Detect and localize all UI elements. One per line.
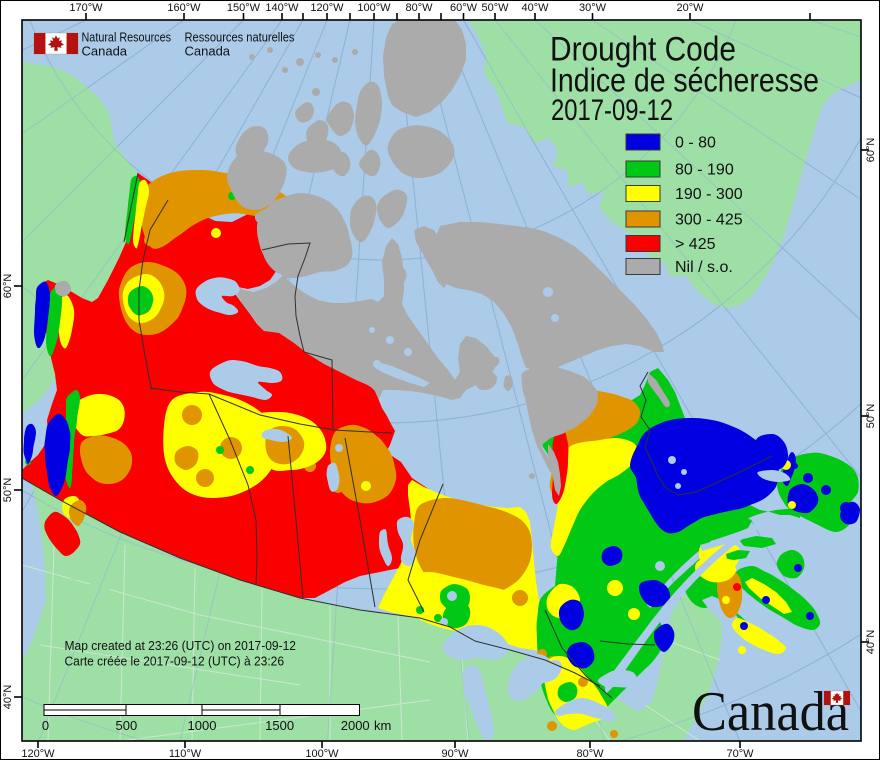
svg-text:20°W: 20°W	[676, 2, 704, 14]
svg-text:2017-09-12: 2017-09-12	[551, 94, 673, 127]
svg-text:40°N: 40°N	[865, 630, 877, 655]
svg-text:1500: 1500	[265, 718, 294, 733]
svg-text:> 425: > 425	[675, 236, 716, 253]
svg-text:50°N: 50°N	[2, 478, 14, 503]
svg-text:0 - 80: 0 - 80	[675, 135, 716, 152]
svg-text:110°W: 110°W	[169, 748, 202, 760]
svg-text:160°W: 160°W	[167, 2, 201, 14]
svg-text:120°W: 120°W	[21, 748, 55, 760]
svg-text:100°W: 100°W	[305, 748, 339, 760]
svg-text:80 - 190: 80 - 190	[675, 162, 734, 179]
svg-text:90°W: 90°W	[441, 748, 469, 760]
svg-text:Nil / s.o.: Nil / s.o.	[675, 259, 733, 276]
svg-text:300 - 425: 300 - 425	[675, 212, 743, 229]
svg-text:80°W: 80°W	[576, 748, 604, 760]
svg-text:2000: 2000	[341, 718, 370, 733]
svg-text:500: 500	[116, 718, 138, 733]
svg-text:140°W: 140°W	[265, 2, 299, 14]
svg-text:190 - 300: 190 - 300	[675, 186, 743, 203]
svg-text:30°W: 30°W	[579, 2, 607, 14]
svg-text:120°W: 120°W	[310, 2, 344, 14]
svg-text:Drought Code: Drought Code	[550, 31, 736, 69]
svg-text:50°N: 50°N	[865, 404, 877, 429]
svg-text:50°W: 50°W	[481, 2, 509, 14]
svg-text:150°W: 150°W	[227, 2, 261, 14]
svg-text:0: 0	[42, 718, 49, 733]
svg-text:Canada: Canada	[692, 681, 849, 743]
svg-text:170°W: 170°W	[69, 2, 103, 14]
svg-text:Map created at 23:26 (UTC) on: Map created at 23:26 (UTC) on 2017-09-12	[65, 638, 297, 653]
svg-text:Natural Resources: Natural Resources	[82, 30, 172, 45]
svg-text:70°W: 70°W	[726, 748, 754, 760]
svg-text:Canada: Canada	[82, 43, 128, 58]
svg-text:60°W: 60°W	[450, 2, 478, 14]
svg-text:km: km	[374, 718, 391, 733]
svg-text:60°N: 60°N	[865, 138, 877, 163]
svg-text:40°N: 40°N	[2, 685, 14, 710]
svg-text:Carte créée le 2017-09-12 (UTC: Carte créée le 2017-09-12 (UTC) à 23:26	[65, 654, 285, 669]
svg-text:100°W: 100°W	[357, 2, 391, 14]
svg-text:Canada: Canada	[185, 43, 231, 58]
svg-text:40°W: 40°W	[521, 2, 549, 14]
svg-text:Indice de sécheresse: Indice de sécheresse	[550, 62, 819, 99]
svg-text:80°W: 80°W	[405, 2, 433, 14]
svg-text:1000: 1000	[188, 718, 217, 733]
svg-text:60°N: 60°N	[2, 274, 14, 299]
svg-text:Ressources naturelles: Ressources naturelles	[185, 30, 295, 45]
